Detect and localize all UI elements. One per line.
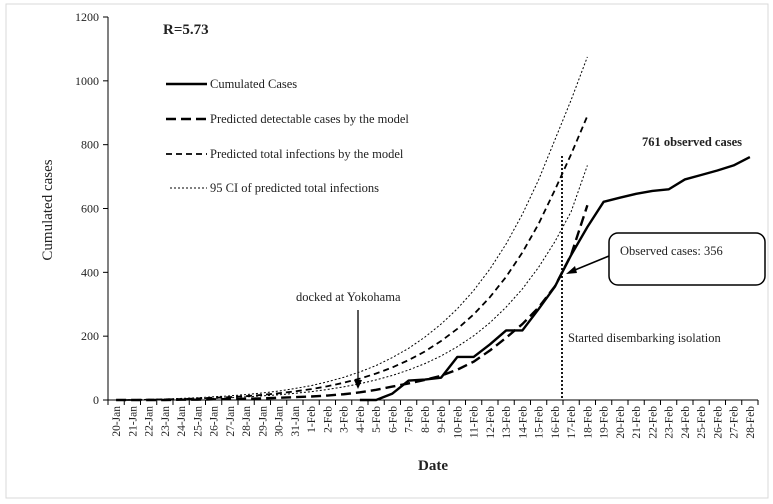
x-tick-label: 24-Feb xyxy=(680,406,692,439)
series-line-ci-upper xyxy=(116,56,588,401)
x-tick-label: 2-Feb xyxy=(322,406,334,433)
docked-annotation: docked at Yokohama xyxy=(296,290,401,389)
series-line-cumulated-cases xyxy=(359,156,751,402)
x-tick-label: 28-Jan xyxy=(241,406,253,437)
x-tick-label: 1-Feb xyxy=(306,406,318,433)
x-tick-label: 22-Jan xyxy=(144,406,156,437)
x-tick-label: 30-Jan xyxy=(274,406,286,437)
chart-frame xyxy=(5,3,769,499)
legend-label-ci: 95 CI of predicted total infections xyxy=(210,181,379,195)
y-axis-title: Cumulated cases xyxy=(40,159,56,260)
x-tick-label: 10-Feb xyxy=(452,406,464,439)
x-tick-label: 23-Feb xyxy=(664,406,676,439)
x-tick-label: 13-Feb xyxy=(501,406,513,439)
x-tick-label: 9-Feb xyxy=(436,406,448,433)
observed-total-label: 761 observed cases xyxy=(642,135,742,149)
docked-arrow-head xyxy=(354,380,362,389)
series-line-ci-lower xyxy=(116,165,588,401)
y-tick-label: 1000 xyxy=(75,74,99,88)
y-tick-label: 1200 xyxy=(75,10,99,24)
x-tick-label: 25-Feb xyxy=(696,406,708,439)
series-line-predicted-detectable xyxy=(116,204,589,402)
y-tick-label: 600 xyxy=(81,202,99,216)
docked-label: docked at Yokohama xyxy=(296,290,401,304)
observed-callout: Observed cases: 356 xyxy=(566,232,766,286)
x-tick-label: 16-Feb xyxy=(550,406,562,439)
x-tick-label: 25-Jan xyxy=(192,406,204,437)
isolation-label: Started disembarking isolation xyxy=(568,331,722,345)
x-tick-label: 20-Jan xyxy=(111,406,123,437)
x-tick-label: 3-Feb xyxy=(339,406,351,433)
x-axis: 20-Jan 21-Jan 22-Jan 23-Jan 24-Jan 25-Jan 26-J… xyxy=(107,399,759,439)
callout-arrow-line xyxy=(569,255,610,273)
y-tick-label: 800 xyxy=(81,138,99,152)
x-tick-label: 4-Feb xyxy=(355,406,367,433)
x-tick-label: 22-Feb xyxy=(647,406,659,439)
x-tick-label: 6-Feb xyxy=(387,406,399,433)
x-tick-label: 23-Jan xyxy=(160,406,172,437)
x-tick-label: 5-Feb xyxy=(371,406,383,433)
x-tick-label: 8-Feb xyxy=(420,406,432,433)
x-tick-label: 11-Feb xyxy=(469,406,481,438)
x-tick-label: 15-Feb xyxy=(534,406,546,439)
x-tick-label: 26-Feb xyxy=(712,406,724,439)
legend-label-cumulated: Cumulated Cases xyxy=(210,77,297,91)
r-value-label: R=5.73 xyxy=(163,22,209,38)
x-tick-label: 12-Feb xyxy=(485,406,497,439)
callout-box xyxy=(608,232,766,286)
x-tick-label: 19-Feb xyxy=(599,406,611,439)
x-tick-label: 27-Feb xyxy=(729,406,741,439)
x-axis-title: Date xyxy=(418,458,448,474)
y-tick-label: 200 xyxy=(81,329,99,343)
x-tick-label: 20-Feb xyxy=(615,406,627,439)
x-tick-label: 24-Jan xyxy=(176,406,188,437)
x-tick-label: 26-Jan xyxy=(209,406,221,437)
legend: Cumulated Cases Predicted detectable cas… xyxy=(166,77,409,195)
x-tick-label: 29-Jan xyxy=(257,406,269,437)
y-axis: 0 200 400 600 800 1000 1200 xyxy=(75,10,109,407)
x-tick-label: 21-Feb xyxy=(631,406,643,439)
x-tick-label: 7-Feb xyxy=(404,406,416,433)
isolation-annotation: Started disembarking isolation xyxy=(561,156,722,400)
x-tick-label: 28-Feb xyxy=(745,406,757,439)
series-line-predicted-total xyxy=(116,115,589,401)
x-tick-label: 18-Feb xyxy=(582,406,594,439)
legend-label-detectable: Predicted detectable cases by the model xyxy=(210,112,409,126)
callout-arrow-head xyxy=(566,266,577,274)
x-tick-label: 14-Feb xyxy=(517,406,529,439)
x-tick-label: 27-Jan xyxy=(225,406,237,437)
series-group xyxy=(116,56,751,402)
x-tick-label: 17-Feb xyxy=(566,406,578,439)
x-tick-label: 21-Jan xyxy=(127,406,139,437)
y-tick-label: 400 xyxy=(81,265,99,279)
callout-text: Observed cases: 356 xyxy=(620,244,723,258)
x-tick-label: 31-Jan xyxy=(290,406,302,437)
y-tick-label: 0 xyxy=(93,393,99,407)
legend-label-total: Predicted total infections by the model xyxy=(210,147,404,161)
